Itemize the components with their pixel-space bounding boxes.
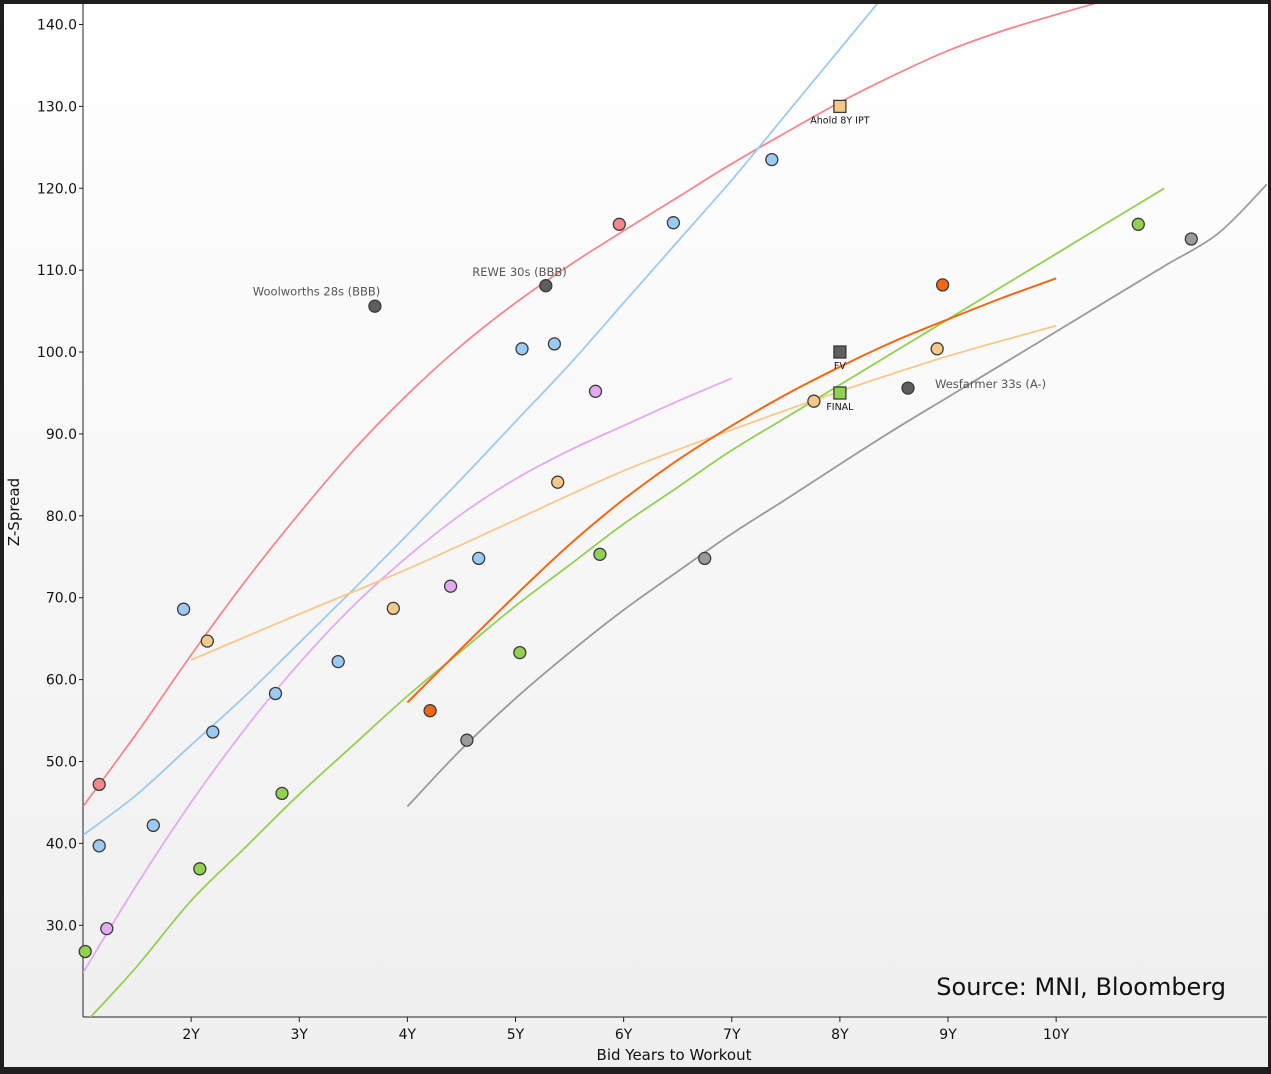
data-point-lilac [443, 579, 458, 593]
data-points: Ahold 8Y IPT FINAL FV [78, 99, 1198, 959]
square-marker-label: Ahold 8Y IPT [810, 115, 869, 126]
x-tick-label: 4Y [399, 1027, 417, 1043]
data-point-gray [460, 733, 474, 747]
data-point-dark-gray [368, 299, 382, 313]
source-note: Source: MNI, Bloomberg [936, 973, 1226, 1001]
y-tick-label: 140.0 [37, 17, 77, 33]
x-tick-label: 6Y [615, 1027, 633, 1043]
data-point-light-blue [765, 152, 779, 167]
y-tick-label: 100.0 [37, 345, 77, 361]
data-point-lilac [100, 921, 114, 936]
y-tick-label: 110.0 [37, 263, 77, 279]
x-tick-label: 10Y [1043, 1027, 1070, 1043]
data-point-light-blue [331, 654, 345, 669]
data-point-light-blue [666, 216, 681, 230]
data-point-orange [423, 704, 437, 718]
data-point-peach [386, 601, 400, 616]
square-marker-peach [833, 99, 847, 114]
fit-curve-orange [406, 277, 1057, 704]
square-marker-green [833, 386, 847, 400]
x-tick-label: 2Y [182, 1027, 200, 1043]
data-point-peach [930, 342, 944, 356]
data-point-green [1131, 217, 1145, 231]
data-point-peach [551, 475, 565, 489]
data-point-pink [92, 777, 106, 792]
y-tick-label: 30.0 [46, 918, 77, 934]
y-tick-label: 130.0 [37, 99, 77, 115]
data-point-light-blue [92, 839, 106, 853]
data-point-gray [698, 551, 712, 566]
y-tick-label: 60.0 [46, 673, 77, 689]
y-tick-label: 50.0 [46, 754, 77, 770]
data-point-lilac [588, 384, 603, 398]
data-point-gray [1184, 232, 1198, 246]
bond-annotation: Wesfarmer 33s (A-) [935, 377, 1046, 391]
square-marker-label: FV [834, 361, 846, 372]
data-point-orange [935, 278, 950, 292]
square-marker-dark-gray [833, 345, 847, 359]
x-tick-label: 9Y [939, 1027, 957, 1043]
y-axis-title: Z-Spread [5, 478, 23, 546]
data-point-light-blue [472, 551, 486, 566]
data-point-green [78, 944, 92, 959]
x-tick-label: 5Y [507, 1027, 525, 1043]
data-point-light-blue [547, 337, 562, 351]
x-axis-title: Bid Years to Workout [597, 1046, 752, 1064]
bond-annotation: Woolworths 28s (BBB) [253, 285, 380, 299]
fit-curve-green [89, 187, 1165, 1017]
data-point-pink [612, 217, 626, 231]
data-point-light-blue [206, 725, 220, 739]
data-point-dark-gray [901, 381, 915, 395]
y-tick-label: 70.0 [46, 591, 77, 607]
data-point-dark-gray [539, 279, 553, 293]
data-point-green [275, 786, 289, 801]
data-point-green [193, 862, 207, 876]
bond-annotation: REWE 30s (BBB) [472, 265, 566, 279]
data-point-light-blue [268, 686, 283, 701]
data-point-peach [807, 394, 821, 408]
data-point-light-blue [515, 342, 529, 356]
y-tick-label: 90.0 [46, 427, 77, 443]
y-tick-label: 40.0 [46, 836, 77, 852]
x-tick-label: 3Y [291, 1027, 309, 1043]
x-tick-label: 7Y [723, 1027, 741, 1043]
data-point-green [513, 645, 527, 660]
y-tick-label: 80.0 [46, 509, 77, 525]
data-point-green [593, 547, 607, 561]
data-point-peach [200, 634, 214, 648]
fit-curve-pink [83, 4, 1096, 808]
plot-background [4, 4, 1268, 1067]
fit-curve-lilac [83, 377, 733, 974]
square-marker-label: FINAL [826, 402, 854, 413]
x-tick-label: 8Y [831, 1027, 849, 1043]
data-point-light-blue [146, 818, 160, 833]
data-point-light-blue [176, 602, 191, 616]
fit-curve-light-blue [83, 4, 879, 836]
y-tick-label: 120.0 [37, 181, 77, 197]
fit-curve-peach [190, 324, 1057, 661]
fit-curve-gray [406, 183, 1267, 808]
fit-curves [83, 4, 1267, 1017]
annotations: Woolworths 28s (BBB) REWE 30s (BBB) Wesfar… [253, 265, 1046, 391]
axes: 30.0 40.0 50.0 60.0 70.0 80.0 90.0 100.0 110.0 12… [37, 4, 1267, 1043]
